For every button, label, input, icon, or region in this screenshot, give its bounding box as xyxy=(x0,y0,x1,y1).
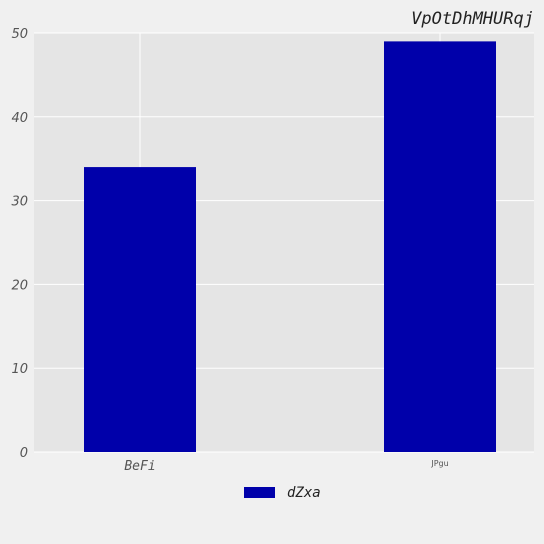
y-tick-label: 30 xyxy=(11,195,28,210)
x-tick-label: BeFi xyxy=(124,459,155,474)
y-tick-label: 50 xyxy=(11,27,28,42)
legend: dZxa xyxy=(244,485,321,501)
y-axis-ticks: 0 10 20 30 40 50 xyxy=(11,27,28,461)
x-axis-ticks: BeFi JPgu xyxy=(124,459,448,474)
bar-BeFi xyxy=(84,167,196,452)
y-tick-label: 0 xyxy=(20,446,28,461)
bars xyxy=(84,41,496,452)
y-tick-label: 10 xyxy=(11,362,28,377)
y-tick-label: 40 xyxy=(11,111,28,126)
legend-swatch xyxy=(244,487,275,498)
bar-JPgu xyxy=(384,41,496,452)
chart-title: VpOtDhMHURqj xyxy=(411,9,534,29)
legend-label: dZxa xyxy=(287,485,321,501)
x-tick-label: JPgu xyxy=(430,459,448,468)
y-tick-label: 20 xyxy=(11,278,28,293)
